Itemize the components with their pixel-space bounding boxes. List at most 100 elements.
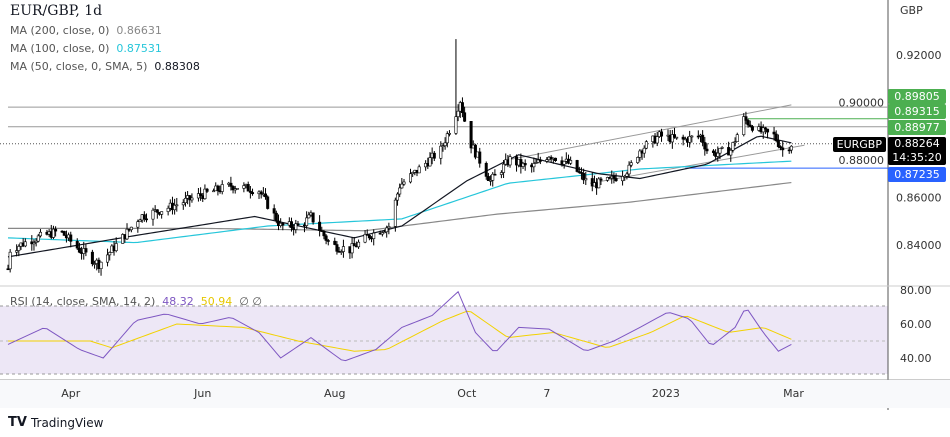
- candle-body: [248, 190, 252, 193]
- candle: [326, 238, 330, 246]
- candle-body: [748, 124, 752, 127]
- current-price-tag: 0.88264 14:35:20: [888, 137, 946, 165]
- candle: [175, 197, 179, 212]
- candle-body: [54, 228, 58, 232]
- candle: [23, 238, 27, 248]
- candle-body: [350, 243, 354, 254]
- candle: [75, 238, 79, 250]
- candle-body: [454, 116, 458, 134]
- candle: [478, 147, 482, 168]
- candle: [701, 130, 705, 147]
- candle-body: [538, 159, 542, 162]
- candle-body: [460, 102, 464, 113]
- countdown: 14:35:20: [892, 151, 942, 164]
- candle: [625, 171, 629, 180]
- time-tick: Apr: [61, 387, 81, 400]
- candle: [681, 134, 685, 146]
- rsi-ma-line: [8, 310, 792, 352]
- legend-label: MA (50, close, 0, SMA, 5): [10, 60, 148, 73]
- candle: [716, 146, 720, 162]
- candle-body: [625, 173, 629, 177]
- candle-body: [32, 242, 36, 245]
- candle-body: [742, 116, 746, 135]
- time-tick: Oct: [457, 387, 477, 400]
- candle: [735, 132, 739, 143]
- candle: [155, 209, 159, 219]
- candle-body: [562, 161, 566, 165]
- candle-body: [380, 232, 384, 235]
- candle: [575, 159, 579, 173]
- candle: [463, 106, 467, 122]
- candle-body: [703, 142, 707, 150]
- candle-body: [62, 231, 66, 236]
- candle-body: [787, 149, 791, 152]
- candle: [703, 136, 707, 156]
- candle-body: [774, 133, 778, 142]
- candle: [259, 190, 263, 199]
- currency-label: GBP: [900, 4, 923, 17]
- candle: [553, 157, 557, 162]
- candle-body: [735, 134, 739, 143]
- candle-body: [246, 184, 250, 192]
- candle-body: [326, 240, 330, 242]
- candle-body: [675, 136, 679, 139]
- candle: [532, 157, 536, 173]
- candle-body: [6, 268, 10, 271]
- candle-body: [579, 172, 583, 174]
- candle: [772, 126, 776, 141]
- candle: [569, 156, 573, 166]
- candle: [789, 145, 793, 154]
- candle-body: [599, 178, 603, 181]
- candle-body: [69, 234, 73, 242]
- candle-body: [623, 176, 627, 178]
- candle-body: [129, 226, 133, 231]
- candle-body: [274, 212, 278, 222]
- candle: [289, 217, 293, 232]
- candle: [199, 187, 203, 201]
- candle: [220, 180, 224, 195]
- candle: [763, 126, 767, 135]
- candle-body: [614, 178, 618, 182]
- candle-body: [357, 241, 361, 248]
- candle: [562, 160, 566, 169]
- candle-body: [655, 136, 659, 144]
- legend-rsi: RSI (14, close, SMA, 14, 2) 48.32 50.94 …: [10, 295, 262, 308]
- candle: [456, 104, 460, 122]
- candle-body: [365, 234, 369, 236]
- candle-body: [108, 252, 112, 256]
- candle-body: [322, 230, 326, 237]
- candle: [203, 184, 207, 200]
- candle-body: [175, 204, 179, 207]
- candle-body: [432, 152, 436, 159]
- candle: [445, 131, 449, 148]
- candle: [432, 151, 436, 162]
- candle-body: [441, 145, 445, 147]
- candle-body: [8, 251, 12, 270]
- candle: [447, 130, 451, 137]
- candle: [339, 249, 343, 255]
- candle-body: [499, 172, 503, 175]
- candle-body: [138, 219, 142, 223]
- rsi-ma-value: 50.94: [200, 295, 233, 308]
- candle-body: [324, 235, 328, 241]
- candle-body: [445, 133, 449, 144]
- candle: [151, 207, 155, 226]
- candle-body: [77, 247, 81, 253]
- candle: [125, 223, 129, 240]
- candle: [534, 158, 538, 164]
- candle-body: [296, 223, 300, 226]
- candle-body: [489, 179, 493, 182]
- candle: [690, 135, 694, 143]
- candle-body: [259, 191, 263, 195]
- candle: [642, 145, 646, 158]
- candle-body: [750, 126, 754, 131]
- candle: [108, 251, 112, 261]
- tradingview-logo[interactable]: TV TradingView: [8, 415, 103, 430]
- candle-body: [532, 163, 536, 168]
- candle: [731, 141, 735, 153]
- candle-body: [473, 144, 477, 158]
- legend-label: RSI (14, close, SMA, 14, 2): [10, 295, 156, 308]
- candle-body: [216, 185, 220, 192]
- candle-body: [393, 199, 397, 227]
